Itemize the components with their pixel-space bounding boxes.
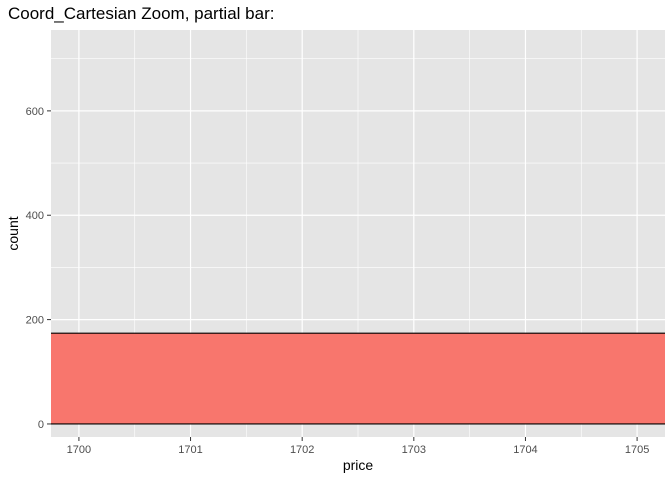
y-tick-label: 600 xyxy=(26,106,44,118)
y-axis: 0 200 400 600 xyxy=(26,106,51,431)
bar xyxy=(51,333,665,424)
y-tick-label: 400 xyxy=(26,210,44,222)
y-tick-label: 200 xyxy=(26,315,44,327)
x-axis: 1700 1701 1702 1703 1704 1705 xyxy=(67,437,649,456)
x-tick-label: 1702 xyxy=(290,444,314,456)
chart-title: Coord_Cartesian Zoom, partial bar: xyxy=(8,4,274,23)
x-tick-label: 1704 xyxy=(513,444,537,456)
y-tick-label: 0 xyxy=(38,419,44,431)
x-tick-label: 1703 xyxy=(402,444,426,456)
y-axis-title: count xyxy=(5,216,21,250)
x-tick-label: 1705 xyxy=(625,444,649,456)
x-axis-title: price xyxy=(343,457,374,473)
bars xyxy=(51,332,665,425)
x-tick-label: 1701 xyxy=(178,444,202,456)
x-tick-label: 1700 xyxy=(67,444,91,456)
